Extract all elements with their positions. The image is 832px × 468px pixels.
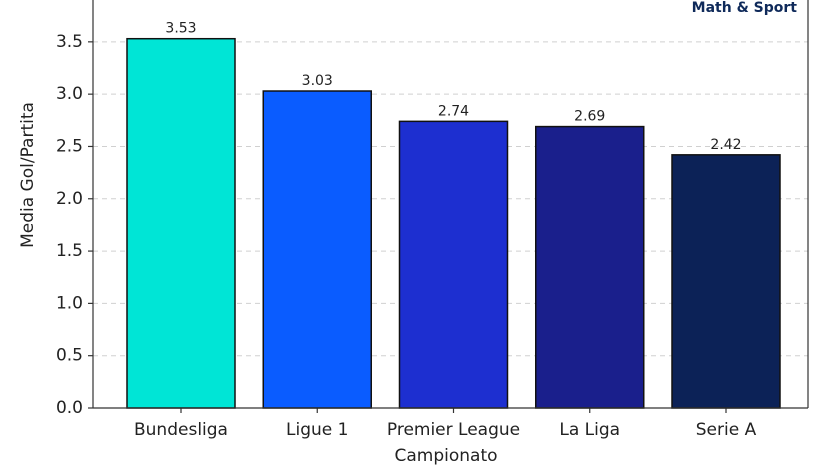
y-tick-label: 0.5 — [56, 346, 83, 366]
value-label: 2.69 — [574, 109, 605, 125]
y-tick-label: 2.0 — [56, 189, 83, 209]
y-tick-label: 0.0 — [56, 398, 83, 418]
y-tick-label: 3.0 — [56, 84, 83, 104]
y-tick-label: 2.5 — [56, 136, 83, 156]
y-tick-label: 1.0 — [56, 293, 83, 313]
bar — [262, 90, 372, 409]
bar — [126, 37, 236, 409]
x-axis-title: Campionato — [394, 446, 497, 466]
x-tick-label: Serie A — [696, 420, 757, 440]
x-tick-label: Bundesliga — [134, 420, 228, 440]
value-label: 2.42 — [710, 137, 741, 153]
y-tick-label: 3.5 — [56, 32, 83, 52]
y-axis-title: Media Gol/Partita — [18, 102, 38, 248]
bar — [671, 154, 781, 409]
bar — [398, 120, 509, 409]
x-tick-label: La Liga — [559, 420, 620, 440]
y-tick-label: 1.5 — [56, 241, 83, 261]
x-tick-label: Premier League — [387, 420, 520, 440]
value-label: 2.74 — [438, 103, 469, 119]
value-label: 3.03 — [302, 73, 333, 89]
bar — [535, 125, 645, 409]
watermark: Math & Sport — [692, 0, 798, 16]
x-tick-label: Ligue 1 — [286, 420, 348, 440]
value-label: 3.53 — [165, 21, 196, 37]
